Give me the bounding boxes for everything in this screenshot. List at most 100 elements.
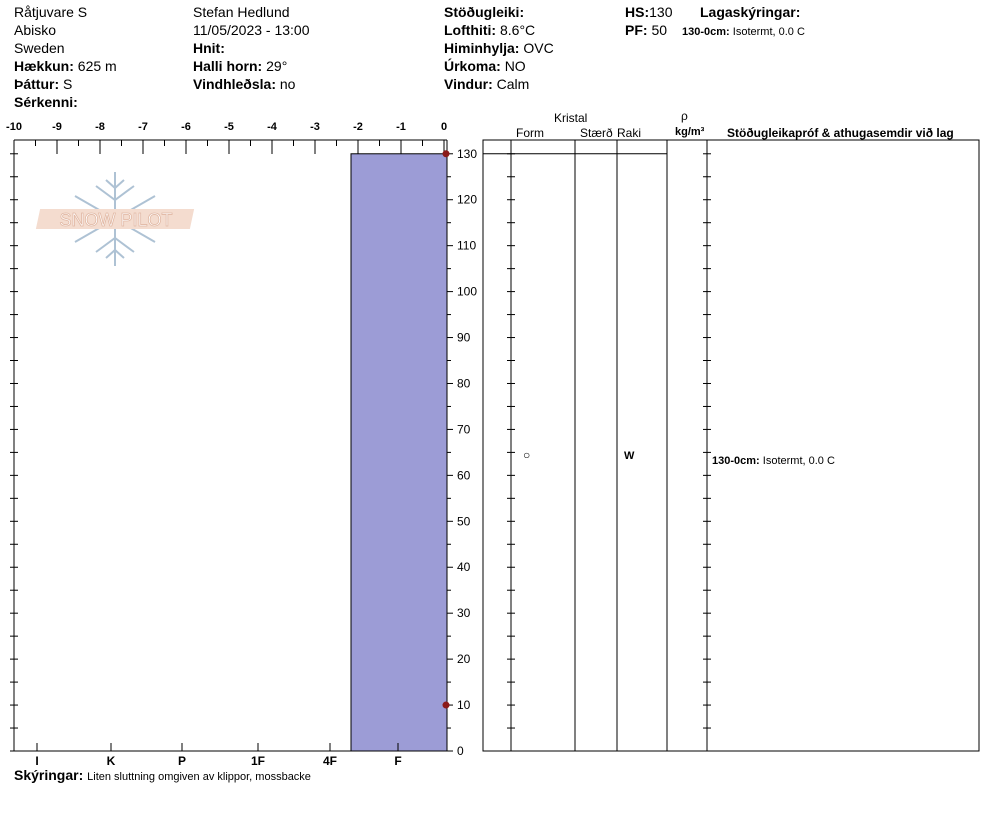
hardness-tick-label: K xyxy=(107,754,116,768)
table-border xyxy=(482,139,980,752)
hardness-tick-label: P xyxy=(178,754,186,768)
layer-note-text: Isotermt, 0.0 C xyxy=(732,26,805,38)
coords-label: Hnit: xyxy=(193,40,225,56)
precip-value: NO xyxy=(504,58,526,74)
layer-notes-label: Lagaskýringar: xyxy=(700,4,801,20)
depth-tick-label: 20 xyxy=(457,652,471,666)
aspect-value: S xyxy=(63,76,73,92)
moisture-value: W xyxy=(624,450,635,462)
features-field: Sérkenni: xyxy=(14,94,78,110)
wind-loading-label: Vindhleðsla: xyxy=(193,76,276,92)
temp-tick-label: -6 xyxy=(181,121,191,133)
layer-comment-text: Isotermt, 0.0 C xyxy=(762,455,835,467)
sky-value: OVC xyxy=(523,40,554,56)
depth-tick-label: 90 xyxy=(457,331,471,345)
hs-label: HS: xyxy=(625,4,650,20)
elevation-field: Hækkun: 625 m xyxy=(14,58,117,74)
crystal-header: Kristal xyxy=(554,111,588,125)
wind-loading-field: Vindhleðsla: no xyxy=(193,76,295,92)
snowpilot-logo: SNOW PILOT xyxy=(35,172,195,266)
air-temp-label: Lofthiti: xyxy=(444,22,497,38)
location-name: Råtjuvare S xyxy=(14,4,88,20)
depth-tick-label: 100 xyxy=(457,285,477,299)
depth-tick-label: 120 xyxy=(457,193,477,207)
precip-label: Úrkoma: xyxy=(444,58,501,74)
layer-note: 130-0cm: Isotermt, 0.0 C xyxy=(682,24,805,40)
slope-label: Halli horn: xyxy=(193,58,263,74)
density-unit-header: kg/m³ xyxy=(675,126,705,138)
depth-tick-label: 130 xyxy=(457,147,477,161)
wind-loading-value: no xyxy=(279,76,296,92)
logo-text: SNOW PILOT xyxy=(59,210,172,230)
hardness-bar xyxy=(350,153,448,752)
stability-field: Stöðugleiki: xyxy=(444,4,524,20)
stability-label: Stöðugleiki: xyxy=(444,4,525,20)
rho-header: ρ xyxy=(681,109,688,123)
air-temp-value: 8.6°C xyxy=(499,22,536,38)
layer-table xyxy=(482,139,980,752)
wind-value: Calm xyxy=(496,76,530,92)
hs-field: HS:130 xyxy=(625,4,672,20)
sky-field: Himinhylja: OVC xyxy=(444,40,554,56)
hardness-temperature-plot: -10 -9 -8 -7 -6 -5 -4 -3 -2 -1 0010203040506070809… xyxy=(6,121,477,768)
coords-field: Hnit: xyxy=(193,40,225,56)
temperature-point xyxy=(442,150,450,158)
moisture-header: Raki xyxy=(617,126,642,140)
depth-tick-label: 10 xyxy=(457,698,471,712)
sky-label: Himinhylja: xyxy=(444,40,520,56)
layer-comment: 130-0cm: Isotermt, 0.0 C xyxy=(712,453,835,469)
temp-tick-label: -9 xyxy=(52,121,62,133)
depth-tick-label: 50 xyxy=(457,514,471,528)
notes-text: Liten sluttning omgiven av klippor, moss… xyxy=(87,771,311,783)
slope-value: 29° xyxy=(266,58,288,74)
observation-datetime: 11/05/2023 - 13:00 xyxy=(193,22,310,38)
depth-tick-label: 60 xyxy=(457,468,471,482)
logo-banner xyxy=(35,209,195,229)
hs-value: 130 xyxy=(649,4,673,20)
features-label: Sérkenni: xyxy=(14,94,78,110)
notes-field: Skýringar: Liten sluttning omgiven av kl… xyxy=(14,767,311,785)
temp-tick-label: 0 xyxy=(441,121,447,133)
depth-tick-label: 40 xyxy=(457,560,471,574)
pf-field: PF: 50 xyxy=(625,22,667,38)
form-header: Form xyxy=(516,126,544,140)
temp-tick-label: -5 xyxy=(224,121,234,133)
area-name: Abisko xyxy=(14,22,57,38)
temp-tick-label: -8 xyxy=(95,121,105,133)
temp-tick-label: -1 xyxy=(396,121,406,133)
hardness-tick-label: I xyxy=(35,754,38,768)
temp-tick-label: -3 xyxy=(310,121,320,133)
elevation-value: 625 m xyxy=(77,58,117,74)
temp-tick-label: -4 xyxy=(267,121,278,133)
hardness-tick-label: F xyxy=(394,754,401,768)
aspect-label: Þáttur: xyxy=(14,76,60,92)
snowflake-icon xyxy=(74,172,156,266)
wind-label: Vindur: xyxy=(444,76,493,92)
depth-tick-label: 30 xyxy=(457,606,471,620)
temp-tick-label: -7 xyxy=(138,121,148,133)
slope-field: Halli horn: 29° xyxy=(193,58,287,74)
depth-tick-label: 110 xyxy=(457,239,476,253)
form-symbol: ○ xyxy=(523,448,531,462)
temp-tick-label: -2 xyxy=(353,121,363,133)
aspect-field: Þáttur: S xyxy=(14,76,72,92)
layer-comment-range: 130-0cm: xyxy=(712,455,760,467)
country-name: Sweden xyxy=(14,40,65,56)
hardness-tick-label: 4F xyxy=(323,754,337,768)
air-temp-field: Lofthiti: 8.6°C xyxy=(444,22,535,38)
pf-label: PF: xyxy=(625,22,648,38)
temp-tick-label: -10 xyxy=(6,121,22,133)
pf-value: 50 xyxy=(651,22,668,38)
size-header: Stærð xyxy=(580,126,613,140)
temperature-point xyxy=(442,701,450,709)
observer-name: Stefan Hedlund xyxy=(193,4,290,20)
depth-tick-label: 0 xyxy=(457,744,464,758)
elevation-label: Hækkun: xyxy=(14,58,74,74)
notes-label: Skýringar: xyxy=(14,767,84,783)
tests-header: Stöðugleikapróf & athugasemdir við lag xyxy=(727,126,954,140)
layer-note-range: 130-0cm: xyxy=(682,26,730,38)
depth-tick-label: 80 xyxy=(457,376,471,390)
wind-field: Vindur: Calm xyxy=(444,76,529,92)
